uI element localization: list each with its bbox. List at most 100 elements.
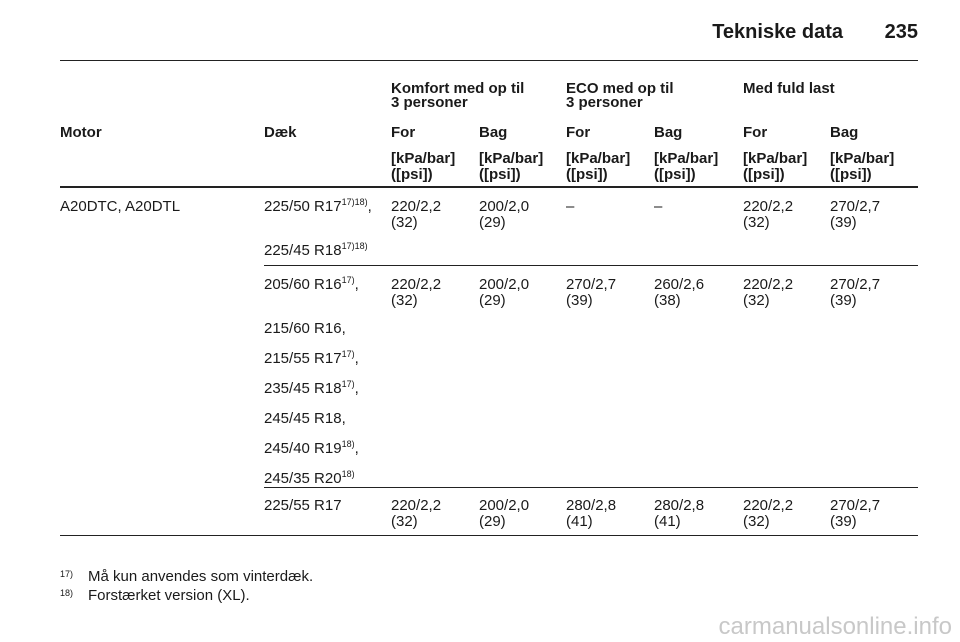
pressure-value: 220/2,2: [391, 276, 442, 293]
pressure-value: 200/2,0: [479, 198, 530, 215]
pressure-value: 270/2,7: [830, 198, 881, 215]
pressure-value: (32): [743, 513, 770, 530]
unit-header: [kPa/bar]: [566, 150, 631, 167]
footnote-mark: 18): [60, 588, 74, 598]
row-rule: [264, 265, 918, 266]
pressure-value: 270/2,7: [830, 497, 881, 514]
tire-suffix: ,: [354, 440, 359, 457]
tire-suffix: ,: [354, 350, 359, 367]
tire-size: 215/60 R16,: [264, 321, 346, 337]
tire-size: 225/55 R17: [264, 498, 342, 514]
row-rule: [60, 535, 918, 536]
group-header: Komfort med op til: [391, 80, 525, 97]
tire-text: 215/55 R17: [264, 350, 342, 367]
unit-header: ([psi]): [479, 166, 521, 183]
pressure-value: 280/2,8: [654, 497, 705, 514]
tire-text: 245/35 R20: [264, 470, 342, 487]
footnote-ref: 17)18): [341, 197, 368, 207]
unit-header: ([psi]): [391, 166, 433, 183]
footnote-ref: 17): [341, 379, 355, 389]
unit-header: ([psi]): [830, 166, 872, 183]
pressure-value: 220/2,2: [743, 276, 794, 293]
pressure-value: 220/2,2: [743, 497, 794, 514]
pressure-value: (41): [654, 513, 681, 530]
pressure-value: 220/2,2: [391, 497, 442, 514]
column-header: Motor: [60, 124, 102, 141]
pressure-value: (41): [566, 513, 593, 530]
footnote-text: Forstærket version (XL).: [88, 587, 250, 604]
pressure-value: 220/2,2: [743, 198, 794, 215]
pressure-value: (29): [479, 513, 506, 530]
tire-size: 225/50 R1717)18),: [264, 197, 372, 215]
page-number: 235: [884, 21, 918, 43]
unit-header: ([psi]): [743, 166, 785, 183]
tire-size: 225/45 R1817)18): [264, 241, 368, 259]
tire-text: 225/45 R18: [264, 242, 342, 259]
footnote-ref: 17): [341, 349, 355, 359]
pressure-value: (32): [743, 292, 770, 309]
pressure-value: (29): [479, 292, 506, 309]
pressure-value: 270/2,7: [566, 276, 617, 293]
column-header: Dæk: [264, 124, 297, 141]
group-header: ECO med op til: [566, 80, 674, 97]
pressure-value: (39): [830, 292, 857, 309]
pressure-value: 260/2,6: [654, 276, 705, 293]
pressure-value: (32): [391, 292, 418, 309]
motor: A20DTC, A20DTL: [60, 198, 181, 215]
tire-text: 205/60 R16: [264, 276, 342, 293]
row-rule: [264, 487, 918, 488]
unit-header: [kPa/bar]: [830, 150, 895, 167]
column-header: Bag: [479, 124, 508, 141]
pressure-value: (32): [743, 214, 770, 231]
column-header: For: [391, 124, 416, 141]
tire-size: 215/55 R1717),: [264, 349, 359, 367]
pressure-value: (39): [566, 292, 593, 309]
tire-size: 235/45 R1817),: [264, 379, 359, 397]
footnote-ref: 18): [341, 439, 355, 449]
table-head-rule: [60, 186, 918, 188]
tire-text: 245/45 R18,: [264, 410, 346, 427]
unit-header: [kPa/bar]: [654, 150, 719, 167]
tire-suffix: ,: [354, 380, 359, 397]
pressure-value: –: [654, 198, 663, 215]
pressure-value: (39): [830, 513, 857, 530]
pressure-value: (29): [479, 214, 506, 231]
tire-text: 225/55 R17: [264, 497, 342, 514]
pressure-value: 270/2,7: [830, 276, 881, 293]
group-header: 3 personer: [566, 94, 643, 111]
pressure-value: 220/2,2: [391, 198, 442, 215]
group-header: Med fuld last: [743, 80, 835, 97]
pressure-value: (32): [391, 513, 418, 530]
pressure-value: –: [566, 198, 575, 215]
unit-header: ([psi]): [566, 166, 608, 183]
tire-suffix: ,: [367, 198, 372, 215]
footnote-text: Må kun anvendes som vinterdæk.: [88, 568, 314, 585]
tire-size: 245/40 R1918),: [264, 439, 359, 457]
unit-header: ([psi]): [654, 166, 696, 183]
tire-text: 235/45 R18: [264, 380, 342, 397]
tire-size: 245/45 R18,: [264, 411, 346, 427]
unit-header: [kPa/bar]: [391, 150, 456, 167]
tire-suffix: ,: [354, 276, 359, 293]
column-header: For: [566, 124, 591, 141]
pressure-value: (38): [654, 292, 681, 309]
pressure-value: 200/2,0: [479, 276, 530, 293]
pressure-value: 200/2,0: [479, 497, 530, 514]
pressure-value: 280/2,8: [566, 497, 617, 514]
column-header: Bag: [654, 124, 683, 141]
column-header: Bag: [830, 124, 859, 141]
tire-size: 205/60 R1617),: [264, 275, 359, 293]
page-title: Tekniske data: [712, 21, 843, 43]
footnote-ref: 18): [341, 469, 355, 479]
tire-size: 245/35 R2018): [264, 469, 355, 487]
tire-text: 245/40 R19: [264, 440, 342, 457]
footnote-ref: 17)18): [341, 241, 368, 251]
footnote-ref: 17): [341, 275, 355, 285]
watermark: carmanualsonline.info: [718, 613, 952, 640]
pressure-value: (32): [391, 214, 418, 231]
tire-text: 215/60 R16,: [264, 320, 346, 337]
unit-header: [kPa/bar]: [479, 150, 544, 167]
unit-header: [kPa/bar]: [743, 150, 808, 167]
pressure-value: (39): [830, 214, 857, 231]
